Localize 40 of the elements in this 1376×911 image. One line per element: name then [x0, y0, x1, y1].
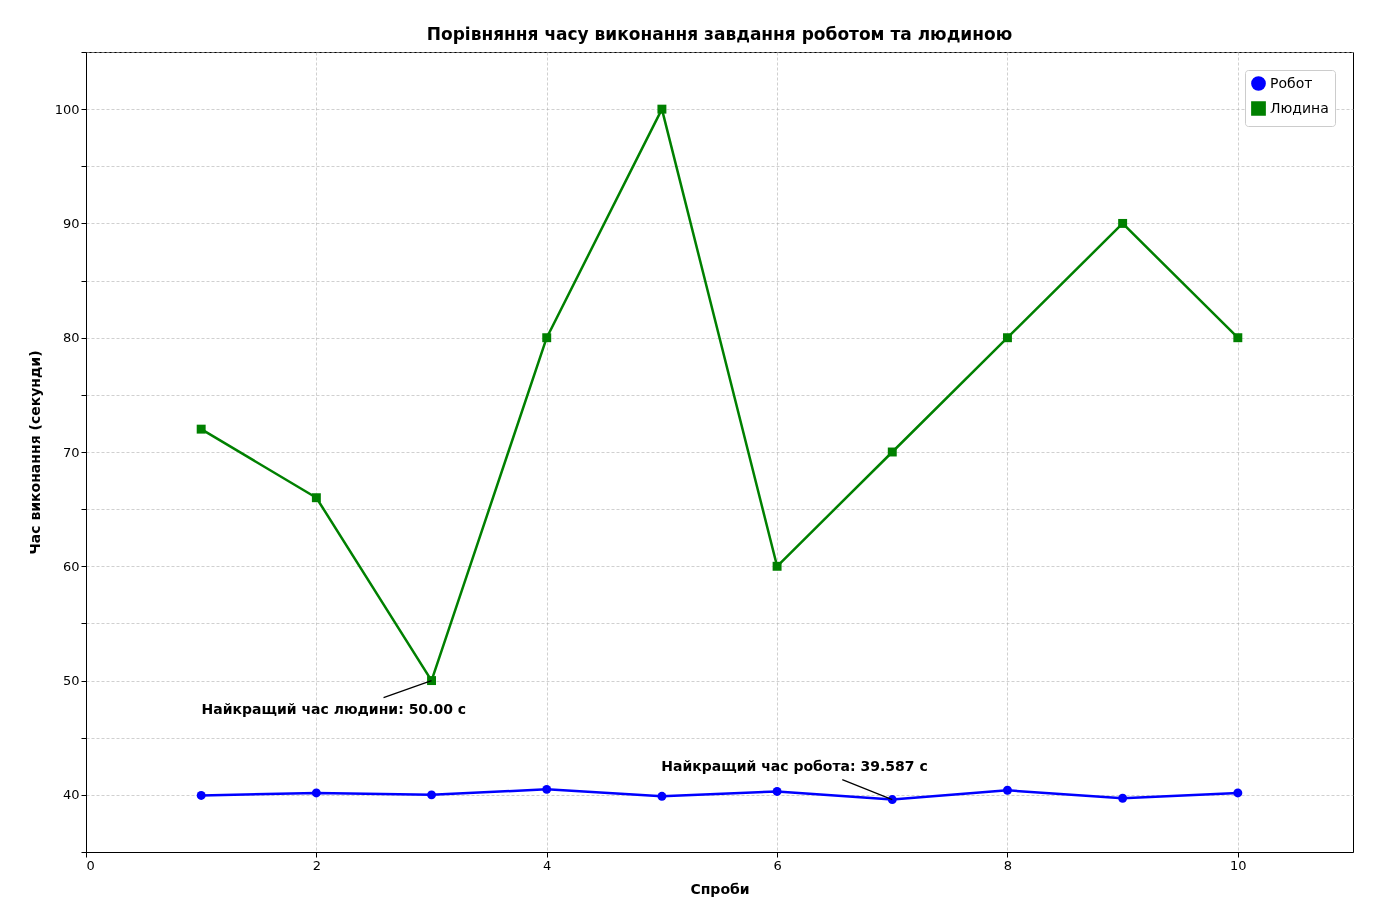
- y-tick-label: 90: [62, 215, 80, 231]
- point: [657, 104, 667, 114]
- x-tick-label: 10: [1230, 857, 1247, 873]
- y-tick-label: 80: [62, 330, 80, 346]
- point: [1233, 333, 1243, 343]
- point: [311, 493, 321, 503]
- x-tick-label: 8: [1003, 857, 1013, 873]
- x-axis-title: Спроби: [690, 880, 750, 897]
- point: [1118, 218, 1128, 228]
- y-tick-label: 60: [62, 558, 80, 574]
- point: [1002, 785, 1012, 795]
- point: [1002, 333, 1012, 343]
- y-axis-title: Час виконання (секунди): [26, 350, 43, 555]
- x-tick-label: 2: [312, 857, 321, 873]
- point: [542, 333, 552, 343]
- y-tick-label: 50: [62, 673, 80, 689]
- point: [427, 790, 437, 800]
- point: [657, 791, 667, 801]
- point: [887, 795, 897, 805]
- annotation: Найкращий час робота: 39.587 с: [661, 757, 928, 774]
- x-tick-label: 0: [86, 857, 95, 873]
- point: [311, 788, 321, 798]
- point: [1118, 793, 1128, 803]
- chart-title: Порівняння часу виконання завдання роботом та людиною: [426, 23, 1013, 44]
- legend-label: Робот: [1270, 74, 1313, 91]
- point: [887, 447, 897, 457]
- point: [196, 424, 206, 434]
- x-tick-label: 4: [543, 857, 552, 873]
- y-tick-label: 40: [62, 787, 80, 803]
- legend-label: Людина: [1270, 99, 1329, 116]
- x-tick-label: 6: [773, 857, 782, 873]
- point: [542, 784, 552, 794]
- y-tick-label: 100: [54, 101, 80, 117]
- point: [772, 786, 782, 796]
- point: [772, 561, 782, 571]
- y-tick-label: 70: [62, 444, 80, 460]
- annotation: Найкращий час людини: 50.00 с: [201, 700, 467, 717]
- point: [1233, 788, 1243, 798]
- point: [196, 790, 206, 800]
- point: [427, 676, 437, 686]
